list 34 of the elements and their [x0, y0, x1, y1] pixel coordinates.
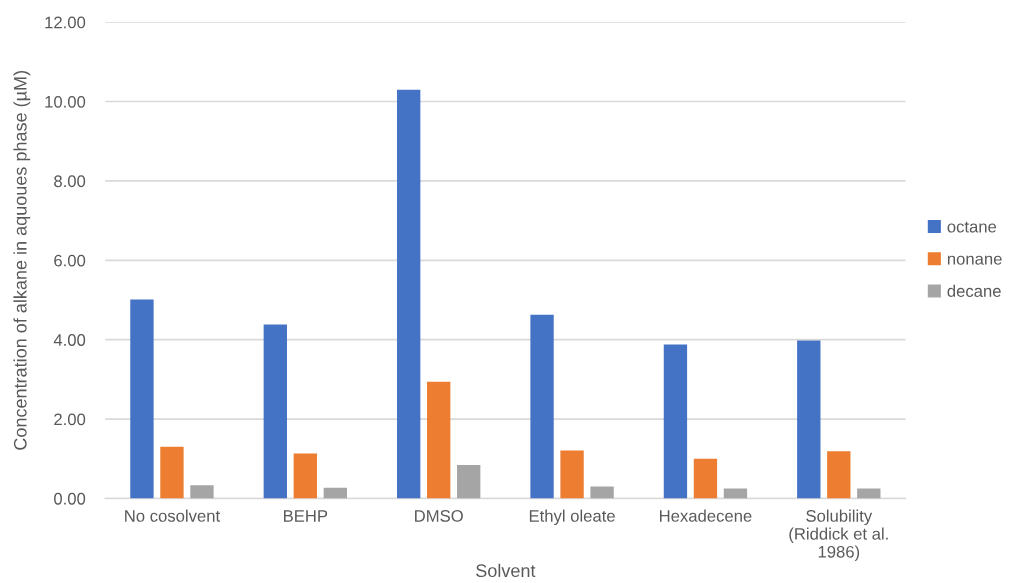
bar: [530, 314, 554, 499]
legend-label: nonane: [947, 255, 1002, 265]
bar: [797, 340, 821, 499]
bar: [827, 451, 851, 499]
x-axis-title: Solvent: [476, 563, 536, 578]
bar: [190, 485, 214, 499]
y-axis-title: Concentration of alkane in aquoues phase (µM): [13, 71, 31, 450]
x-tick-label: DMSO: [415, 510, 463, 522]
bar: [457, 465, 481, 499]
bar: [560, 450, 584, 499]
legend-label: decane: [947, 284, 1001, 297]
y-tick-label: 4.00: [53, 334, 86, 346]
bar: [427, 381, 451, 499]
bar: [663, 344, 688, 499]
bar: [293, 453, 317, 499]
bar: [130, 299, 154, 499]
y-tick-label: 8.00: [54, 175, 86, 188]
x-tick-label: Hexadecene: [660, 509, 752, 522]
bar: [160, 446, 184, 499]
y-tick-label: 0.00: [54, 492, 86, 505]
y-tick-label: 12.00: [45, 16, 86, 29]
bar: [590, 486, 614, 499]
x-tick-label: Solubility (Riddick et al. 1986): [789, 509, 888, 562]
bar: [263, 324, 287, 499]
bar: [693, 458, 718, 499]
y-tick-label: 6.00: [54, 254, 86, 267]
y-tick-label: 10.00: [45, 95, 86, 108]
x-tick-label: No cosolvent: [125, 509, 220, 522]
bar: [323, 487, 347, 499]
x-tick-label: BEHP: [284, 510, 328, 522]
legend-label: octane: [947, 221, 997, 233]
y-tick-label: 2.00: [54, 413, 86, 426]
bar: [397, 89, 421, 499]
x-tick-label: Ethyl oleate: [529, 509, 615, 526]
